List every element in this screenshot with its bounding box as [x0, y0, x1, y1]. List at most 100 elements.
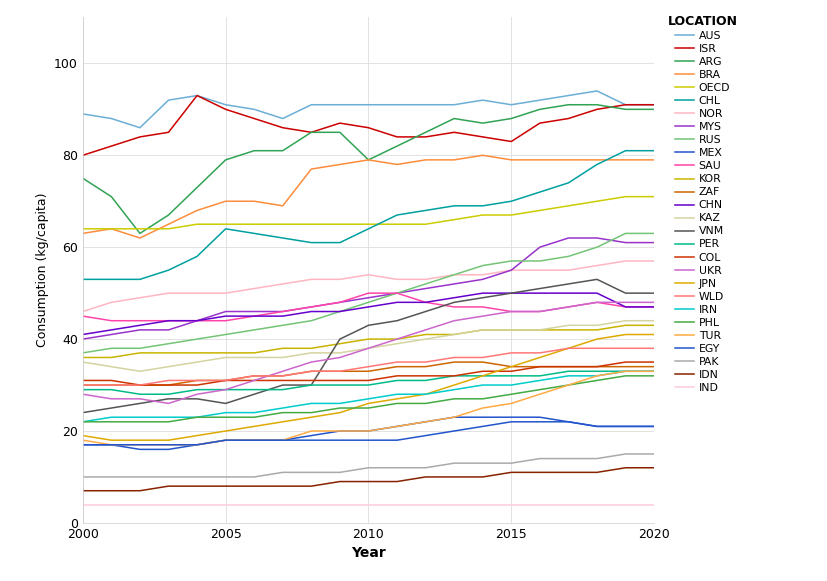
KOR — [107, 354, 117, 361]
WLD — [278, 372, 288, 379]
OECD — [563, 202, 573, 209]
ARG — [392, 142, 402, 149]
COL — [107, 377, 117, 384]
OECD — [534, 207, 544, 214]
UKR — [221, 386, 231, 393]
Line: COL: COL — [83, 362, 653, 385]
OECD — [620, 193, 630, 200]
MYS — [648, 239, 658, 246]
OECD — [591, 198, 601, 205]
VNM — [534, 285, 544, 292]
MYS — [335, 299, 345, 306]
KOR — [221, 349, 231, 356]
VNM — [477, 294, 487, 301]
Line: IRN: IRN — [83, 371, 653, 422]
TUR — [449, 414, 459, 421]
KOR — [249, 349, 259, 356]
PAK — [78, 474, 88, 480]
MEX — [249, 437, 259, 444]
MYS — [363, 294, 373, 301]
IDN — [477, 474, 487, 480]
IDN — [648, 464, 658, 471]
ISR — [335, 120, 345, 127]
JPN — [534, 354, 544, 361]
PAK — [306, 469, 316, 476]
CHN — [363, 303, 373, 310]
MYS — [449, 281, 459, 288]
PHL — [363, 404, 373, 411]
IND — [192, 501, 202, 508]
JPN — [335, 409, 345, 416]
IDN — [591, 469, 601, 476]
VNM — [563, 281, 573, 288]
OECD — [164, 225, 174, 232]
SAU — [221, 317, 231, 324]
ISR — [620, 101, 630, 108]
UKR — [534, 308, 544, 315]
JPN — [620, 331, 630, 338]
WLD — [335, 368, 345, 375]
SAU — [449, 303, 459, 310]
PER — [563, 368, 573, 375]
OECD — [363, 221, 373, 228]
CHL — [363, 225, 373, 232]
PAK — [620, 450, 630, 457]
ISR — [563, 115, 573, 122]
CHL — [420, 207, 430, 214]
KAZ — [135, 368, 145, 375]
BRA — [164, 221, 174, 228]
ARG — [221, 156, 231, 163]
PER — [477, 372, 487, 379]
CHL — [449, 202, 459, 209]
ISR — [249, 115, 259, 122]
NOR — [591, 262, 601, 269]
KOR — [363, 336, 373, 343]
ISR — [449, 129, 459, 136]
TUR — [164, 442, 174, 449]
IDN — [249, 483, 259, 490]
KAZ — [249, 354, 259, 361]
SAU — [335, 299, 345, 306]
COL — [363, 377, 373, 384]
UKR — [164, 400, 174, 407]
NOR — [477, 271, 487, 278]
CHL — [335, 239, 345, 246]
PER — [221, 386, 231, 393]
MYS — [620, 239, 630, 246]
ARG — [534, 106, 544, 113]
VNM — [306, 382, 316, 389]
Line: VNM: VNM — [83, 279, 653, 413]
RUS — [648, 230, 658, 237]
CHN — [449, 294, 459, 301]
WLD — [563, 345, 573, 352]
BRA — [648, 156, 658, 163]
IND — [563, 501, 573, 508]
ISR — [164, 129, 174, 136]
EGY — [506, 418, 516, 425]
ZAF — [249, 372, 259, 379]
OECD — [221, 221, 231, 228]
AUS — [78, 110, 88, 117]
KOR — [591, 327, 601, 333]
MEX — [477, 414, 487, 421]
COL — [392, 372, 402, 379]
MYS — [192, 317, 202, 324]
CHN — [648, 303, 658, 310]
PAK — [449, 460, 459, 467]
RUS — [78, 349, 88, 356]
ARG — [335, 129, 345, 136]
IDN — [278, 483, 288, 490]
CHN — [107, 327, 117, 333]
JPN — [164, 437, 174, 444]
SAU — [107, 317, 117, 324]
IRN — [278, 404, 288, 411]
AUS — [648, 101, 658, 108]
JPN — [221, 428, 231, 435]
NOR — [306, 276, 316, 283]
CHL — [78, 276, 88, 283]
BRA — [335, 161, 345, 168]
AUS — [164, 96, 174, 103]
RUS — [392, 290, 402, 297]
ARG — [192, 184, 202, 191]
ARG — [363, 156, 373, 163]
